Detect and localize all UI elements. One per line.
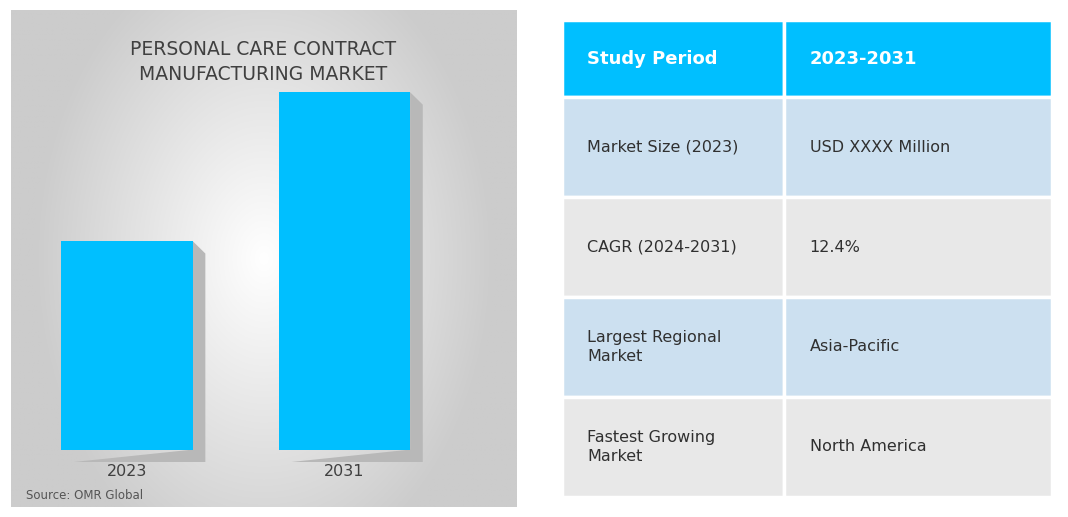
Text: 2031: 2031 — [325, 464, 364, 479]
FancyBboxPatch shape — [784, 397, 1052, 497]
FancyBboxPatch shape — [784, 197, 1052, 297]
FancyBboxPatch shape — [562, 397, 784, 497]
FancyBboxPatch shape — [61, 241, 192, 450]
Text: Fastest Growing
Market: Fastest Growing Market — [587, 430, 716, 464]
Text: Asia-Pacific: Asia-Pacific — [810, 339, 900, 355]
FancyBboxPatch shape — [562, 197, 784, 297]
FancyBboxPatch shape — [562, 297, 784, 397]
Text: PERSONAL CARE CONTRACT
MANUFACTURING MARKET: PERSONAL CARE CONTRACT MANUFACTURING MAR… — [130, 40, 396, 84]
FancyBboxPatch shape — [562, 20, 784, 97]
Text: 2023: 2023 — [107, 464, 147, 479]
Polygon shape — [292, 92, 423, 462]
Text: Largest Regional
Market: Largest Regional Market — [587, 330, 722, 363]
Text: Market Size (2023): Market Size (2023) — [587, 140, 738, 155]
FancyBboxPatch shape — [562, 97, 784, 197]
Text: Study Period: Study Period — [587, 50, 718, 68]
Text: CAGR (2024-2031): CAGR (2024-2031) — [587, 239, 737, 254]
Text: 12.4%: 12.4% — [810, 239, 861, 254]
Text: Source: OMR Global: Source: OMR Global — [26, 489, 143, 501]
Text: USD XXXX Million: USD XXXX Million — [810, 140, 949, 155]
FancyBboxPatch shape — [784, 297, 1052, 397]
Text: 2023-2031: 2023-2031 — [810, 50, 917, 68]
Text: North America: North America — [810, 439, 926, 454]
FancyBboxPatch shape — [279, 92, 410, 450]
FancyBboxPatch shape — [784, 20, 1052, 97]
FancyBboxPatch shape — [784, 97, 1052, 197]
Polygon shape — [74, 241, 205, 462]
